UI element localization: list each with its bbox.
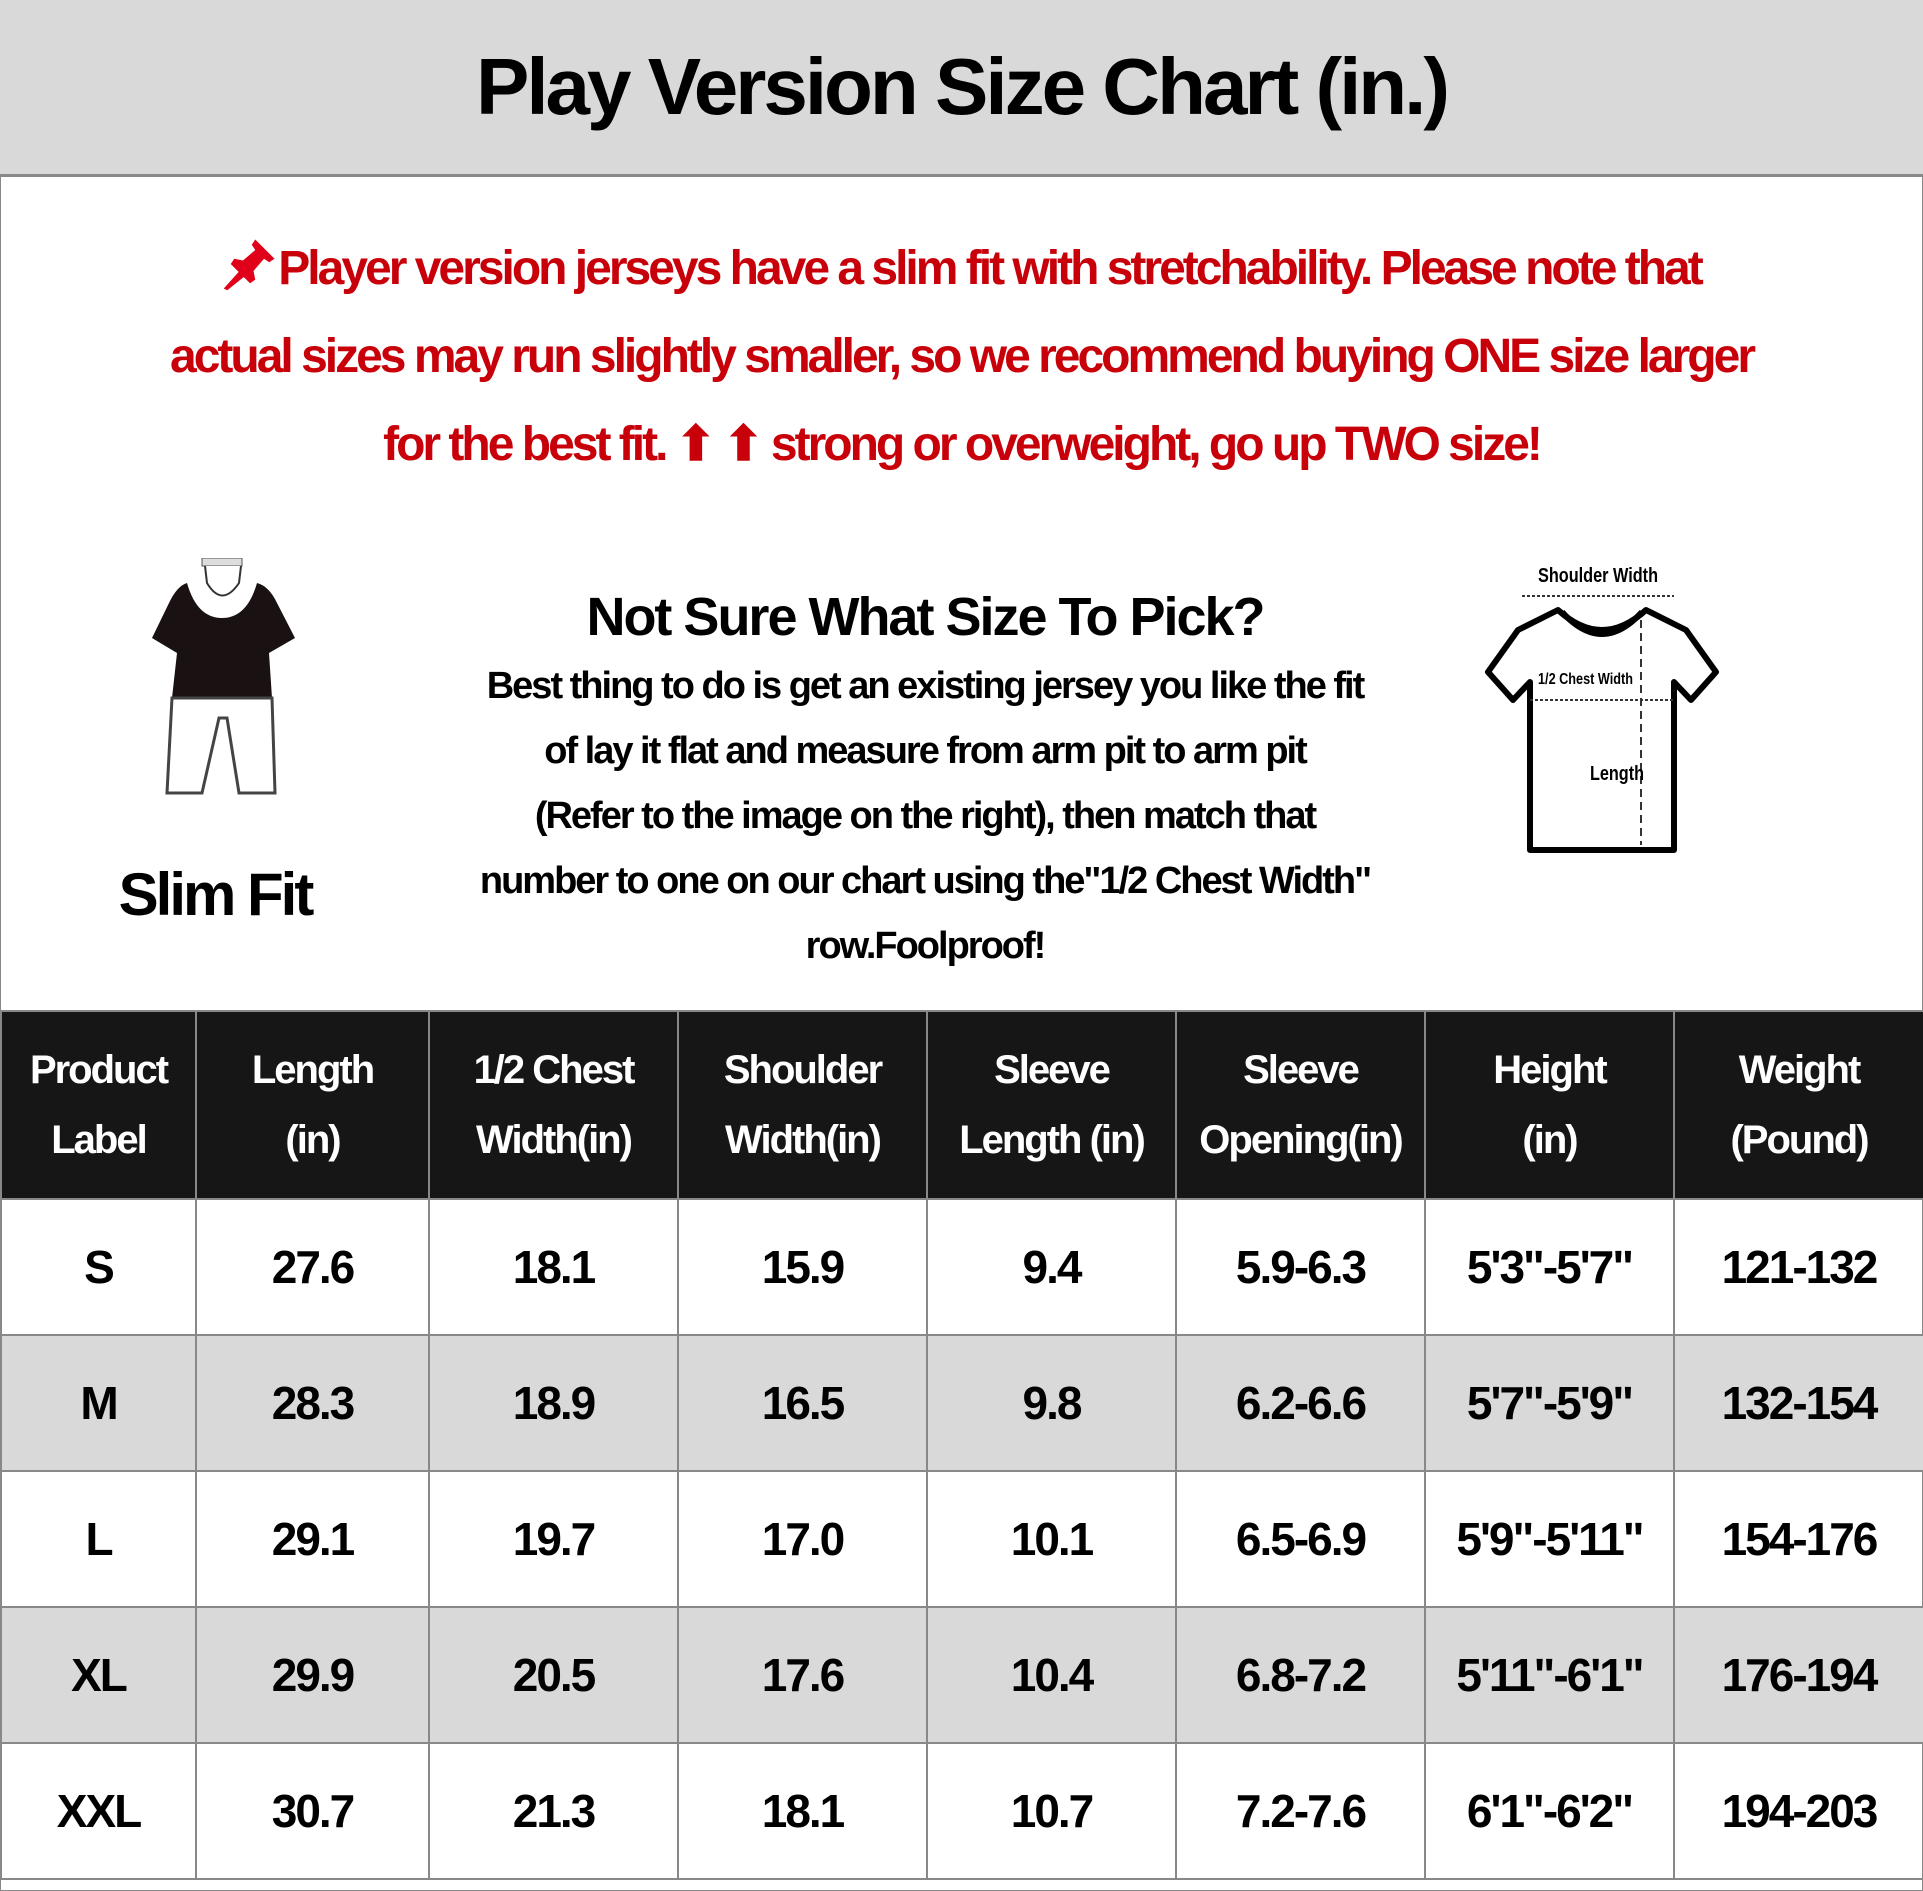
column-header-text: Opening(in)	[1199, 1118, 1403, 1162]
table-cell: 5'7"-5'9"	[1424, 1334, 1675, 1472]
table-cell: 15.9	[677, 1198, 928, 1336]
column-header-text: Height	[1493, 1048, 1607, 1092]
slim-fit-label: Slim Fit	[118, 861, 315, 928]
column-header-text: Sleeve	[994, 1048, 1111, 1092]
mannequin-icon	[152, 558, 295, 795]
table-cell: 132-154	[1673, 1334, 1923, 1472]
notice-line-2: actual sizes may run slightly smaller, s…	[170, 330, 1756, 383]
table-cell: 29.9	[195, 1606, 430, 1744]
title-band: Play Version Size Chart (in.)	[0, 0, 1923, 177]
table-cell: 16.5	[677, 1334, 928, 1472]
table-cell: 6'1"-6'2"	[1424, 1742, 1675, 1880]
help-line: Best thing to do is get an existing jers…	[486, 665, 1366, 707]
table-cell: 10.1	[926, 1470, 1177, 1608]
page-title: Play Version Size Chart (in.)	[475, 42, 1450, 131]
column-header: Product Label	[0, 1010, 197, 1200]
chest-width-label: 1/2 Chest Width	[1538, 671, 1633, 688]
table-cell: 29.1	[195, 1470, 430, 1608]
column-header-text: Product	[29, 1048, 169, 1092]
column-header-text: Width(in)	[476, 1118, 633, 1162]
column-header-text: Length (in)	[959, 1118, 1146, 1162]
table-cell: 5'9"-5'11"	[1424, 1470, 1675, 1608]
table-row: S 27.6 18.1 15.9 9.4 5.9-6.3 5'3"-5'7" 121-132	[0, 1198, 1923, 1336]
table-cell: 18.1	[428, 1198, 679, 1336]
help-line: row.Foolproof!	[805, 925, 1047, 967]
table-cell: 121-132	[1673, 1198, 1923, 1336]
size-table: Product Label Length (in) 1/2 Chest Width(in)…	[0, 1010, 1923, 1880]
notice-line-1: Player version jerseys have a slim fit w…	[278, 242, 1703, 295]
column-header-text: (in)	[285, 1118, 341, 1162]
column-header: Length (in)	[195, 1010, 430, 1200]
table-row: M 28.3 18.9 16.5 9.8 6.2-6.6 5'7"-5'9" 132-154	[0, 1334, 1923, 1472]
column-header: Sleeve Length (in)	[926, 1010, 1177, 1200]
column-header-text: Width(in)	[725, 1118, 882, 1162]
length-label: Length	[1590, 763, 1644, 785]
table-cell: 10.7	[926, 1742, 1177, 1880]
column-header-text: Sleeve	[1243, 1048, 1360, 1092]
column-header: Shoulder Width(in)	[677, 1010, 928, 1200]
size-label-cell: XL	[0, 1606, 197, 1744]
table-cell: 18.1	[677, 1742, 928, 1880]
table-cell: 17.6	[677, 1606, 928, 1744]
tshirt-measurement-icon: Shoulder Width 1/2 Chest Width Length	[1485, 565, 1719, 853]
table-cell: 20.5	[428, 1606, 679, 1744]
column-header: 1/2 Chest Width(in)	[428, 1010, 679, 1200]
column-header-text: Length	[251, 1048, 375, 1092]
shoulder-width-label: Shoulder Width	[1538, 565, 1658, 587]
notice-line-3: for the best fit. ⬆ ⬆ strong or overweig…	[383, 418, 1543, 471]
table-cell: 6.8-7.2	[1175, 1606, 1426, 1744]
column-header-text: Label	[51, 1118, 147, 1162]
table-cell: 21.3	[428, 1742, 679, 1880]
size-label-cell: S	[0, 1198, 197, 1336]
help-line: number to one on our chart using the"1/2…	[479, 860, 1372, 902]
help-heading: Not Sure What Size To Pick?	[586, 587, 1265, 647]
table-cell: 194-203	[1673, 1742, 1923, 1880]
column-header: Height (in)	[1424, 1010, 1675, 1200]
table-row: XXL 30.7 21.3 18.1 10.7 7.2-7.6 6'1"-6'2" 194-2…	[0, 1742, 1923, 1880]
table-cell: 5'3"-5'7"	[1424, 1198, 1675, 1336]
table-cell: 154-176	[1673, 1470, 1923, 1608]
fit-notice: Player version jerseys have a slim fit w…	[20, 225, 1903, 489]
column-header-text: Shoulder	[723, 1048, 883, 1092]
pushpin-icon	[224, 239, 275, 291]
column-header-text: Weight	[1738, 1048, 1862, 1092]
table-cell: 5'11"-6'1"	[1424, 1606, 1675, 1744]
table-row: L 29.1 19.7 17.0 10.1 6.5-6.9 5'9"-5'11" 154-17…	[0, 1470, 1923, 1608]
table-cell: 5.9-6.3	[1175, 1198, 1426, 1336]
table-cell: 9.4	[926, 1198, 1177, 1336]
column-header-text: 1/2 Chest	[473, 1048, 636, 1092]
size-help: Not Sure What Size To Pick? Best thing t…	[370, 580, 1480, 979]
size-label-cell: XXL	[0, 1742, 197, 1880]
table-row: XL 29.9 20.5 17.6 10.4 6.8-7.2 5'11"-6'1" 176-1…	[0, 1606, 1923, 1744]
help-line: (Refer to the image on the right), then …	[534, 795, 1317, 837]
table-cell: 17.0	[677, 1470, 928, 1608]
table-cell: 18.9	[428, 1334, 679, 1472]
column-header-text: (Pound)	[1730, 1118, 1869, 1162]
table-cell: 19.7	[428, 1470, 679, 1608]
table-cell: 6.2-6.6	[1175, 1334, 1426, 1472]
size-label-cell: L	[0, 1470, 197, 1608]
table-cell: 10.4	[926, 1606, 1177, 1744]
table-cell: 7.2-7.6	[1175, 1742, 1426, 1880]
table-cell: 176-194	[1673, 1606, 1923, 1744]
help-line: of lay it flat and measure from arm pit …	[544, 730, 1308, 772]
table-cell: 6.5-6.9	[1175, 1470, 1426, 1608]
table-cell: 9.8	[926, 1334, 1177, 1472]
size-label-cell: M	[0, 1334, 197, 1472]
table-header-row: Product Label Length (in) 1/2 Chest Width(in)…	[0, 1010, 1923, 1200]
column-header: Sleeve Opening(in)	[1175, 1010, 1426, 1200]
table-cell: 30.7	[195, 1742, 430, 1880]
column-header: Weight (Pound)	[1673, 1010, 1923, 1200]
table-cell: 27.6	[195, 1198, 430, 1336]
column-header-text: (in)	[1522, 1118, 1578, 1162]
table-cell: 28.3	[195, 1334, 430, 1472]
